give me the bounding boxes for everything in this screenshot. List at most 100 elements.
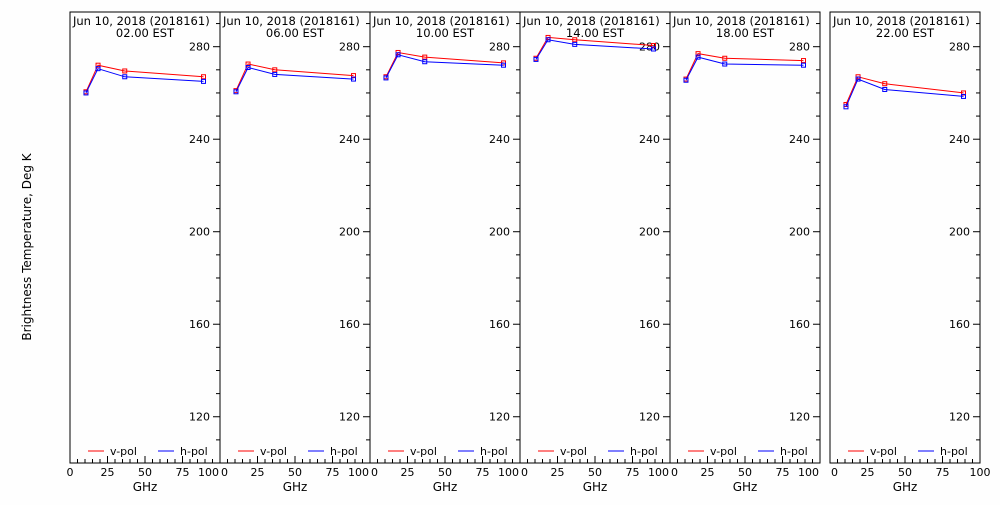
data-point-v-pol — [201, 74, 206, 80]
data-point-v-pol — [245, 61, 251, 67]
data-point-h-pol — [122, 74, 128, 80]
y-tick-label: 160 — [639, 318, 660, 331]
panel-title: Jun 10, 2018 (2018161) — [672, 14, 810, 28]
data-point-h-pol — [245, 65, 251, 71]
y-tick-label: 240 — [189, 133, 210, 146]
x-tick-label: 75 — [626, 466, 640, 479]
series-line-h-pol — [685, 56, 804, 81]
y-tick-label: 160 — [189, 318, 210, 331]
data-point-h-pol — [395, 52, 401, 58]
y-tick-label: 200 — [189, 226, 210, 239]
panel-3: Jun 10, 2018 (2018161)10.00 EST 120 160 200… — [369, 11, 521, 494]
data-point-h-pol — [422, 59, 428, 65]
series-line-v-pol — [385, 51, 504, 78]
y-tick-label: 280 — [949, 41, 970, 54]
y-tick-label: 120 — [949, 411, 970, 424]
legend-label-v-pol: v-pol — [710, 445, 737, 458]
legend-label-h-pol: h-pol — [780, 445, 808, 458]
panel-subtitle: 06.00 EST — [266, 26, 325, 40]
x-tick-label: 0 — [671, 466, 678, 479]
x-axis-label: GHz — [133, 480, 158, 494]
data-point-h-pol — [695, 54, 701, 60]
x-tick-label: 75 — [176, 466, 190, 479]
y-tick-label: 200 — [789, 226, 810, 239]
legend-label-v-pol: v-pol — [560, 445, 587, 458]
legend-label-h-pol: h-pol — [480, 445, 508, 458]
x-tick-label: 0 — [371, 466, 378, 479]
x-tick-label: 75 — [326, 466, 340, 479]
y-tick-label: 120 — [789, 411, 810, 424]
x-axis-label: GHz — [583, 480, 608, 494]
x-tick-label: 0 — [831, 466, 838, 479]
data-point-h-pol — [83, 90, 89, 96]
y-tick-label: 240 — [949, 133, 970, 146]
x-tick-label: 25 — [861, 466, 875, 479]
series-line-h-pol — [85, 68, 204, 94]
data-point-h-pol — [383, 75, 389, 81]
panel-title: Jun 10, 2018 (2018161) — [832, 14, 970, 28]
panels: Jun 10, 2018 (2018161)02.00 EST120160200… — [67, 11, 991, 494]
data-point-h-pol — [233, 89, 239, 95]
data-point-h-pol — [533, 56, 539, 62]
data-point-v-pol — [695, 51, 701, 57]
y-tick-label: 160 — [949, 318, 970, 331]
x-tick-label: 0 — [521, 466, 528, 479]
series-line-v-pol — [685, 53, 804, 80]
data-point-h-pol — [855, 76, 861, 82]
data-point-v-pol — [95, 62, 101, 68]
x-axis-label: GHz — [733, 480, 758, 494]
data-point-h-pol — [801, 62, 806, 68]
data-point-v-pol — [572, 37, 578, 43]
x-tick-label: 25 — [101, 466, 115, 479]
panel-subtitle: 22.00 EST — [876, 26, 935, 40]
data-point-v-pol — [801, 58, 806, 64]
x-tick-label: 100 — [970, 466, 991, 479]
x-tick-label: 50 — [438, 466, 452, 479]
panel-subtitle: 14.00 EST — [566, 26, 625, 40]
legend-label-v-pol: v-pol — [410, 445, 437, 458]
data-point-v-pol — [722, 55, 728, 61]
data-point-v-pol — [351, 73, 356, 79]
data-point-h-pol — [843, 104, 849, 110]
panel-1: Jun 10, 2018 (2018161)02.00 EST 120 160 200… — [67, 11, 221, 494]
data-point-h-pol — [961, 93, 966, 99]
y-tick-label: 280 — [789, 41, 810, 54]
series-line-h-pol — [845, 78, 964, 107]
data-point-v-pol — [961, 90, 966, 96]
x-tick-label: 50 — [138, 466, 152, 479]
x-tick-label: 50 — [738, 466, 752, 479]
y-tick-label: 240 — [489, 133, 510, 146]
legend-label-v-pol: v-pol — [870, 445, 897, 458]
x-tick-label: 0 — [67, 466, 74, 479]
data-point-h-pol — [501, 62, 506, 68]
y-tick-label: 280 — [189, 41, 210, 54]
panel-title: Jun 10, 2018 (2018161) — [222, 14, 360, 28]
panel-2: Jun 10, 2018 (2018161)06.00 EST 120 160 200… — [219, 11, 371, 494]
panel-title: Jun 10, 2018 (2018161) — [72, 14, 210, 28]
legend-label-h-pol: h-pol — [330, 445, 358, 458]
y-tick-label: 120 — [339, 411, 360, 424]
y-tick-label: 240 — [789, 133, 810, 146]
data-point-h-pol — [683, 77, 689, 83]
series-line-h-pol — [385, 54, 504, 79]
x-tick-label: 100 — [498, 466, 519, 479]
legend-label-h-pol: h-pol — [180, 445, 208, 458]
x-tick-label: 75 — [776, 466, 790, 479]
panel-subtitle: 18.00 EST — [716, 26, 775, 40]
x-tick-label: 100 — [198, 466, 219, 479]
panel-5: Jun 10, 2018 (2018161)18.00 EST 120 160 200… — [669, 11, 821, 494]
data-point-h-pol — [572, 41, 578, 47]
y-tick-label: 200 — [949, 226, 970, 239]
y-tick-label: 120 — [489, 411, 510, 424]
series-line-v-pol — [535, 36, 654, 59]
x-tick-label: 75 — [476, 466, 490, 479]
panel-subtitle: 02.00 EST — [116, 26, 175, 40]
y-tick-label: 280 — [339, 41, 360, 54]
y-tick-label: 240 — [339, 133, 360, 146]
data-point-v-pol — [882, 81, 888, 87]
y-tick-label: 200 — [489, 226, 510, 239]
x-tick-label: 100 — [348, 466, 369, 479]
data-point-h-pol — [95, 66, 101, 72]
x-tick-label: 100 — [798, 466, 819, 479]
